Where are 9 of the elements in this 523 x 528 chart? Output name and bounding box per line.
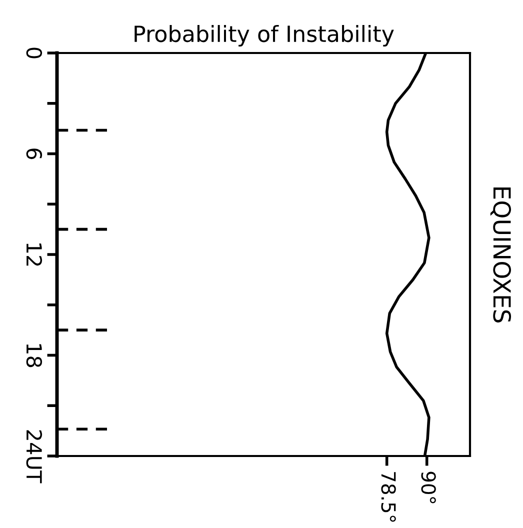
x-tick-label: 90° [421,472,436,504]
chart-title: Probability of Instability [134,25,394,47]
y-tick-label: 18 [26,344,42,368]
y-tick-label: 24UT [26,430,42,484]
x-tick-label: 78.5° [381,472,396,522]
y-tick-label: 6 [26,148,42,160]
y2-axis-title: EQUINOXES [490,188,512,322]
y-tick-label: 12 [26,244,42,266]
y-tick-label: 0 [26,48,42,58]
